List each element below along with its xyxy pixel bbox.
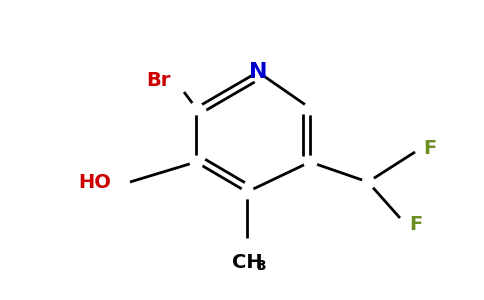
Text: HO: HO: [78, 172, 111, 191]
Text: 3: 3: [256, 259, 266, 273]
Text: Br: Br: [146, 70, 170, 89]
Text: F: F: [424, 139, 437, 158]
Text: CH: CH: [232, 253, 262, 272]
Text: F: F: [409, 214, 423, 233]
Text: N: N: [249, 62, 267, 82]
